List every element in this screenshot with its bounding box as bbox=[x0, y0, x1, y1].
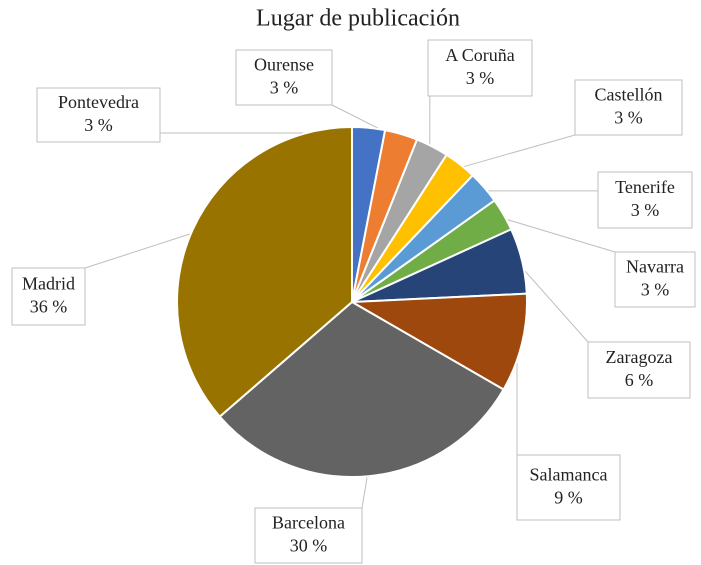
slice bbox=[348, 292, 528, 391]
leader-line bbox=[84, 231, 198, 269]
slice-label: Barcelona bbox=[272, 513, 345, 533]
label-box bbox=[516, 454, 621, 521]
slice-label: Pontevedra bbox=[58, 92, 139, 112]
label-box bbox=[235, 49, 333, 106]
label-box bbox=[254, 507, 363, 564]
slice bbox=[176, 125, 353, 419]
value-label: 3 % bbox=[270, 78, 299, 98]
slice-label: Castellón bbox=[595, 85, 663, 105]
value-label: 36 % bbox=[30, 297, 68, 317]
value-label: 9 % bbox=[554, 488, 583, 508]
slice-label: A Coruña bbox=[445, 45, 515, 65]
value-label: 3 % bbox=[631, 200, 660, 220]
slice-label: Navarra bbox=[626, 257, 684, 277]
label-box bbox=[574, 79, 683, 136]
slices bbox=[176, 125, 528, 478]
value-label: 3 % bbox=[466, 68, 495, 88]
slice-label: Ourense bbox=[254, 55, 314, 75]
chart-title: Lugar de publicación bbox=[256, 6, 460, 32]
slice-label: Zaragoza bbox=[606, 347, 673, 367]
label-box bbox=[11, 267, 86, 326]
label-box bbox=[36, 87, 161, 143]
leader-line bbox=[456, 134, 576, 170]
label-box bbox=[587, 341, 691, 399]
label-box bbox=[597, 171, 693, 229]
value-label: 30 % bbox=[290, 536, 328, 556]
value-label: 6 % bbox=[625, 370, 654, 390]
label-box bbox=[614, 251, 696, 308]
leader-line bbox=[498, 216, 616, 253]
slice bbox=[218, 300, 505, 478]
slice-label: Madrid bbox=[22, 274, 75, 294]
value-label: 3 % bbox=[641, 280, 670, 300]
label-box bbox=[427, 39, 533, 97]
leader-line bbox=[516, 261, 589, 343]
slice-label: Tenerife bbox=[615, 177, 675, 197]
value-label: 3 % bbox=[84, 115, 113, 135]
slice-label: Salamanca bbox=[530, 465, 608, 485]
value-label: 3 % bbox=[614, 108, 643, 128]
